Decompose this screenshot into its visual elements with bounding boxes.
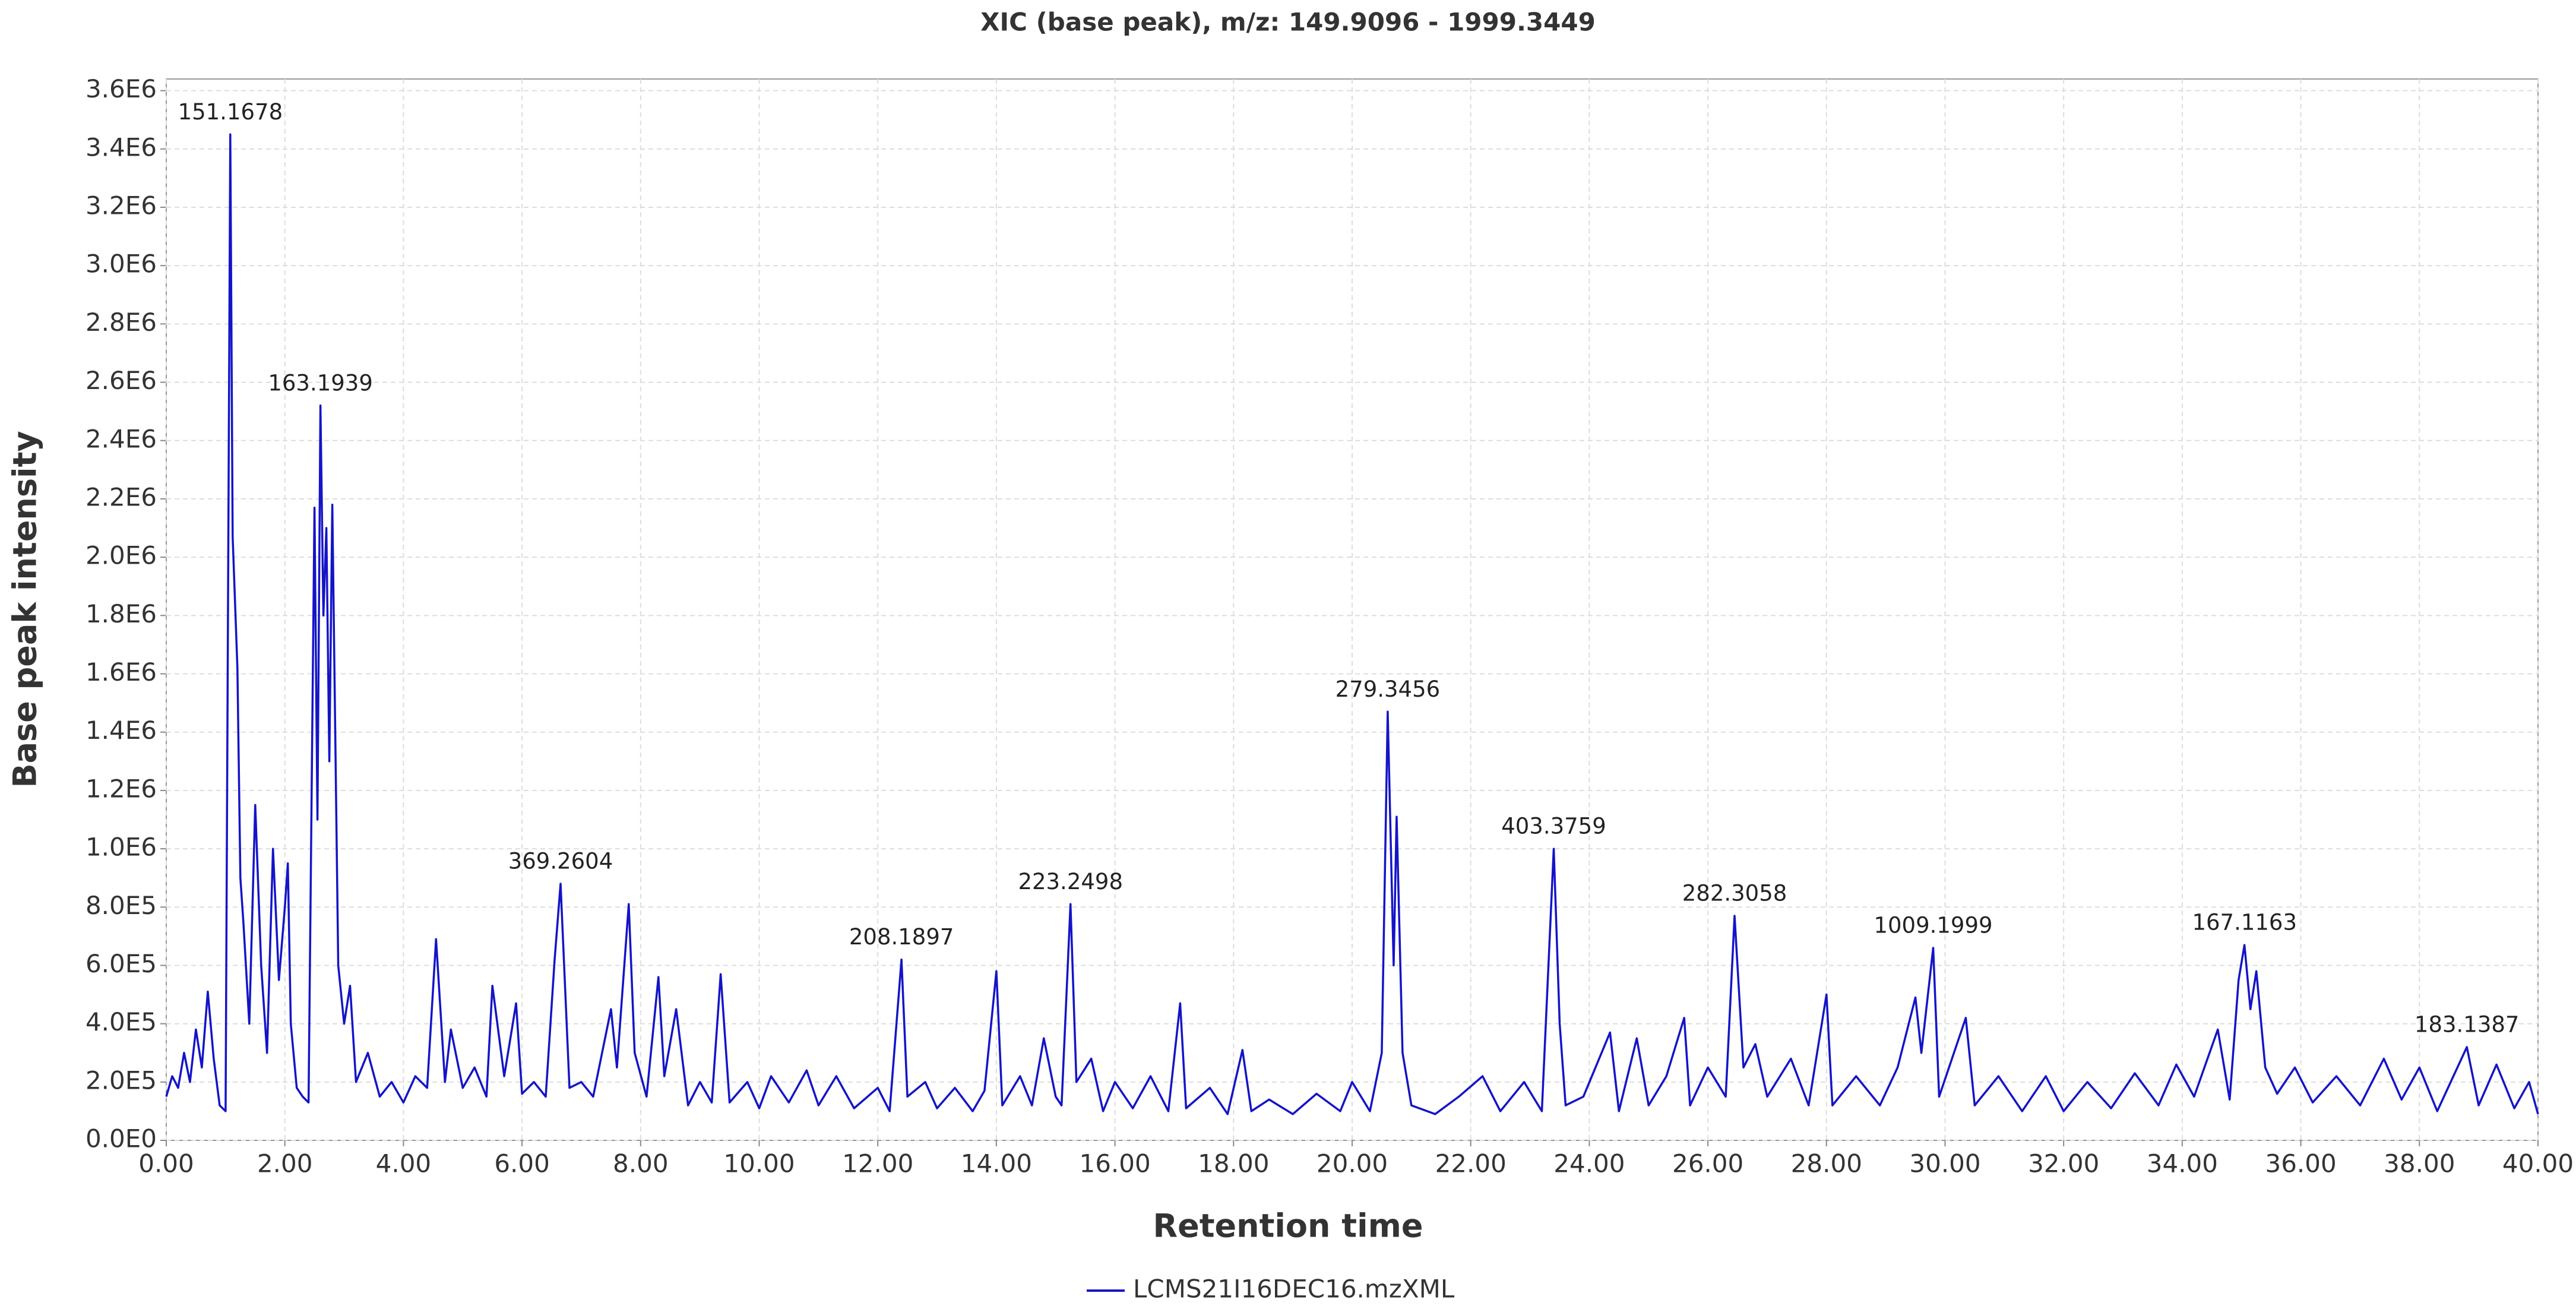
x-tick-label: 26.00: [1672, 1149, 1743, 1178]
x-tick-label: 40.00: [2502, 1149, 2574, 1178]
x-tick-label: 0.00: [138, 1149, 194, 1178]
x-tick-label: 18.00: [1198, 1149, 1269, 1178]
y-tick-label: 1.6E6: [86, 657, 157, 687]
data-line: [165, 133, 2539, 1115]
peak-label: 403.3759: [1501, 814, 1606, 839]
y-tick-label: 2.8E6: [86, 308, 157, 337]
x-tick-label: 24.00: [1553, 1149, 1625, 1178]
x-tick-label: 38.00: [2384, 1149, 2455, 1178]
x-tick-label: 10.00: [723, 1149, 795, 1178]
y-tick-label: 1.0E6: [86, 833, 157, 862]
y-tick-label: 8.0E5: [86, 891, 157, 920]
x-tick-label: 6.00: [494, 1149, 550, 1178]
x-tick-label: 4.00: [376, 1149, 432, 1178]
y-tick-label: 2.6E6: [86, 366, 157, 395]
chart-title: XIC (base peak), m/z: 149.9096 - 1999.34…: [980, 8, 1596, 37]
x-tick-label: 28.00: [1791, 1149, 1862, 1178]
y-tick-label: 2.0E5: [86, 1066, 157, 1095]
y-tick-label: 6.0E5: [86, 949, 157, 978]
x-tick-label: 20.00: [1317, 1149, 1388, 1178]
y-tick-label: 2.4E6: [86, 424, 157, 453]
peak-label: 279.3456: [1336, 676, 1441, 702]
peak-label: 183.1387: [2414, 1011, 2520, 1037]
y-tick-label: 2.0E6: [86, 541, 157, 570]
x-tick-label: 34.00: [2147, 1149, 2218, 1178]
x-tick-label: 36.00: [2265, 1149, 2336, 1178]
y-tick-label: 1.4E6: [86, 716, 157, 745]
peak-label: 151.1678: [178, 99, 283, 125]
y-tick-label: 3.2E6: [86, 191, 157, 220]
y-axis-title: Base peak intensity: [7, 431, 44, 788]
x-tick-label: 22.00: [1435, 1149, 1507, 1178]
y-tick-label: 3.4E6: [86, 132, 157, 162]
y-tick-label: 4.0E5: [86, 1007, 157, 1036]
x-tick-label: 30.00: [1909, 1149, 1980, 1178]
y-tick-label: 1.2E6: [86, 774, 157, 803]
x-tick-label: 8.00: [613, 1149, 669, 1178]
x-tick-label: 12.00: [842, 1149, 913, 1178]
peak-label: 1009.1999: [1874, 912, 1992, 938]
legend-label: LCMS21I16DEC16.mzXML: [1133, 1275, 1455, 1304]
x-tick-label: 32.00: [2028, 1149, 2099, 1178]
y-tick-label: 2.2E6: [86, 482, 157, 511]
y-tick-label: 3.0E6: [86, 249, 157, 279]
x-tick-label: 14.00: [961, 1149, 1032, 1178]
y-tick-label: 3.6E6: [86, 74, 157, 103]
x-tick-label: 2.00: [257, 1149, 313, 1178]
peak-label: 208.1897: [849, 924, 954, 950]
peak-label: 163.1939: [268, 370, 373, 396]
peak-label: 167.1163: [2192, 910, 2297, 935]
x-axis-title: Retention time: [1153, 1207, 1423, 1245]
peak-label: 369.2604: [508, 848, 613, 874]
peak-label: 223.2498: [1018, 869, 1123, 894]
x-tick-label: 16.00: [1079, 1149, 1150, 1178]
y-tick-label: 0.0E0: [86, 1124, 157, 1153]
peak-label: 282.3058: [1682, 880, 1787, 906]
y-tick-label: 1.8E6: [86, 599, 157, 628]
